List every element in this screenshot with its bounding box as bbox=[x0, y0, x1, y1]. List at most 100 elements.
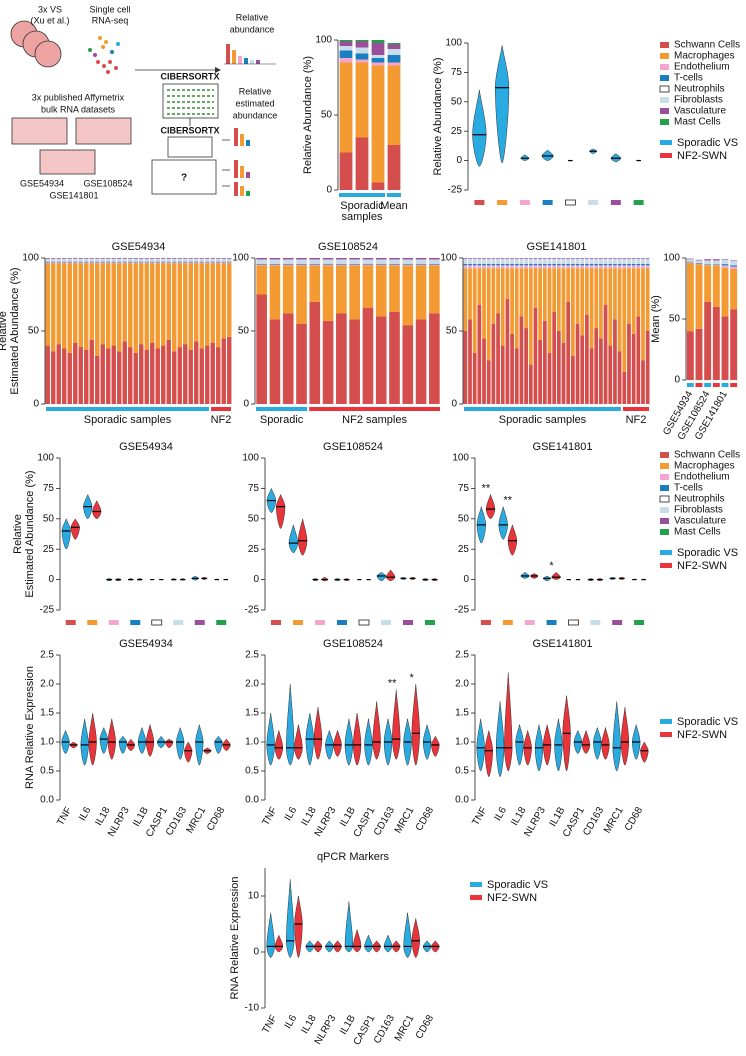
bar-segment bbox=[514, 268, 519, 349]
violin bbox=[472, 90, 487, 167]
bar-segment bbox=[100, 258, 105, 262]
bar-segment bbox=[617, 258, 622, 264]
bar-segment bbox=[589, 258, 594, 259]
bar-segment bbox=[133, 258, 138, 259]
bar-segment bbox=[608, 345, 613, 404]
chart-title: GSE108524 bbox=[323, 638, 383, 650]
bar-segment bbox=[221, 338, 226, 404]
bar-segment bbox=[45, 258, 50, 259]
bar-segment bbox=[67, 262, 72, 264]
y-tick-label: 1.0 bbox=[245, 737, 259, 748]
bar-segment bbox=[188, 258, 193, 262]
bar-segment bbox=[371, 43, 385, 55]
chart-title: GSE141801 bbox=[533, 638, 593, 650]
bar-segment bbox=[375, 264, 387, 266]
bar-segment bbox=[585, 268, 589, 315]
bar-segment bbox=[686, 258, 694, 260]
bar-segment bbox=[371, 65, 385, 183]
bar-segment bbox=[227, 263, 232, 337]
bar-segment bbox=[491, 263, 496, 266]
violin bbox=[294, 724, 303, 760]
bar-segment bbox=[177, 261, 182, 263]
legend-swatch bbox=[660, 518, 669, 524]
violin bbox=[286, 879, 295, 958]
bar-segment bbox=[67, 258, 72, 262]
y-tick-label: 2.0 bbox=[455, 679, 469, 690]
y-tick-label: -25 bbox=[245, 605, 260, 616]
bar-segment bbox=[339, 40, 353, 42]
bar-segment bbox=[566, 263, 571, 266]
y-tick-label: 50 bbox=[451, 96, 463, 107]
bar-segment bbox=[133, 262, 138, 264]
bar-segment bbox=[486, 265, 491, 269]
bar-segment bbox=[585, 314, 589, 404]
bar-segment bbox=[256, 263, 267, 265]
bar-segment bbox=[402, 325, 414, 404]
bar-segment bbox=[56, 261, 61, 263]
bar-segment bbox=[309, 264, 321, 266]
bar-segment bbox=[505, 263, 510, 266]
bar-segment bbox=[100, 261, 105, 263]
bar-segment bbox=[599, 268, 603, 339]
violin bbox=[352, 929, 362, 953]
diagram-text: estimated bbox=[235, 98, 274, 108]
bar-segment bbox=[704, 265, 712, 302]
bar-segment bbox=[538, 339, 543, 404]
bar-segment bbox=[472, 265, 477, 269]
bar-segment bbox=[45, 262, 50, 264]
bar-segment bbox=[355, 62, 369, 138]
bar-segment bbox=[429, 258, 440, 260]
bar-segment bbox=[161, 345, 166, 404]
bar-segment bbox=[89, 263, 94, 340]
bar-segment bbox=[210, 342, 215, 404]
array-icon bbox=[39, 149, 96, 175]
bar-segment bbox=[617, 263, 622, 266]
legend-swatch bbox=[660, 529, 669, 535]
bar-segment bbox=[528, 364, 533, 404]
bar-segment bbox=[95, 261, 100, 263]
bar-segment bbox=[89, 262, 94, 264]
y-tick-label: 75 bbox=[451, 67, 463, 78]
bar-segment bbox=[542, 258, 547, 264]
bar-segment bbox=[594, 263, 599, 266]
bar-segment bbox=[491, 323, 496, 404]
violin bbox=[364, 718, 373, 766]
x-tick-label: IL1B bbox=[338, 805, 358, 829]
bar-segment bbox=[95, 258, 100, 262]
category-swatch bbox=[519, 200, 530, 205]
y-tick-label: 0.0 bbox=[40, 795, 54, 806]
bar-segment bbox=[375, 263, 387, 265]
bar-segment bbox=[463, 265, 468, 269]
bar-segment bbox=[524, 258, 528, 259]
diagram-text: bulk RNA datasets bbox=[41, 104, 116, 114]
bar-segment bbox=[387, 43, 401, 45]
bar-segment bbox=[402, 265, 414, 326]
bar-segment bbox=[188, 349, 193, 404]
bar-segment bbox=[194, 258, 199, 262]
x-tick-label: IL18 bbox=[93, 805, 112, 828]
bar-segment bbox=[150, 262, 155, 264]
bar-segment bbox=[627, 265, 631, 269]
x-tick-label: MRC1 bbox=[393, 1013, 417, 1043]
array-icon bbox=[75, 117, 132, 145]
bar-segment bbox=[477, 304, 482, 404]
bar-segment bbox=[704, 264, 712, 265]
bar-segment bbox=[349, 265, 360, 320]
bar-segment bbox=[339, 50, 353, 58]
bar-segment bbox=[594, 258, 599, 259]
bar-segment bbox=[608, 268, 613, 346]
bar-segment bbox=[570, 268, 575, 356]
bar-segment bbox=[589, 263, 594, 266]
violin bbox=[165, 738, 174, 749]
bar-segment bbox=[519, 265, 524, 269]
bar-segment bbox=[205, 263, 210, 346]
bar-segment bbox=[695, 263, 703, 265]
bar-segment bbox=[575, 265, 580, 269]
bar-segment bbox=[500, 258, 505, 264]
bar-segment bbox=[538, 258, 543, 264]
bar-segment bbox=[468, 268, 472, 320]
bar-segment bbox=[613, 268, 617, 320]
bar-segment bbox=[139, 258, 144, 259]
y-tick-label: 0 bbox=[463, 574, 469, 585]
bar-segment bbox=[491, 258, 496, 264]
